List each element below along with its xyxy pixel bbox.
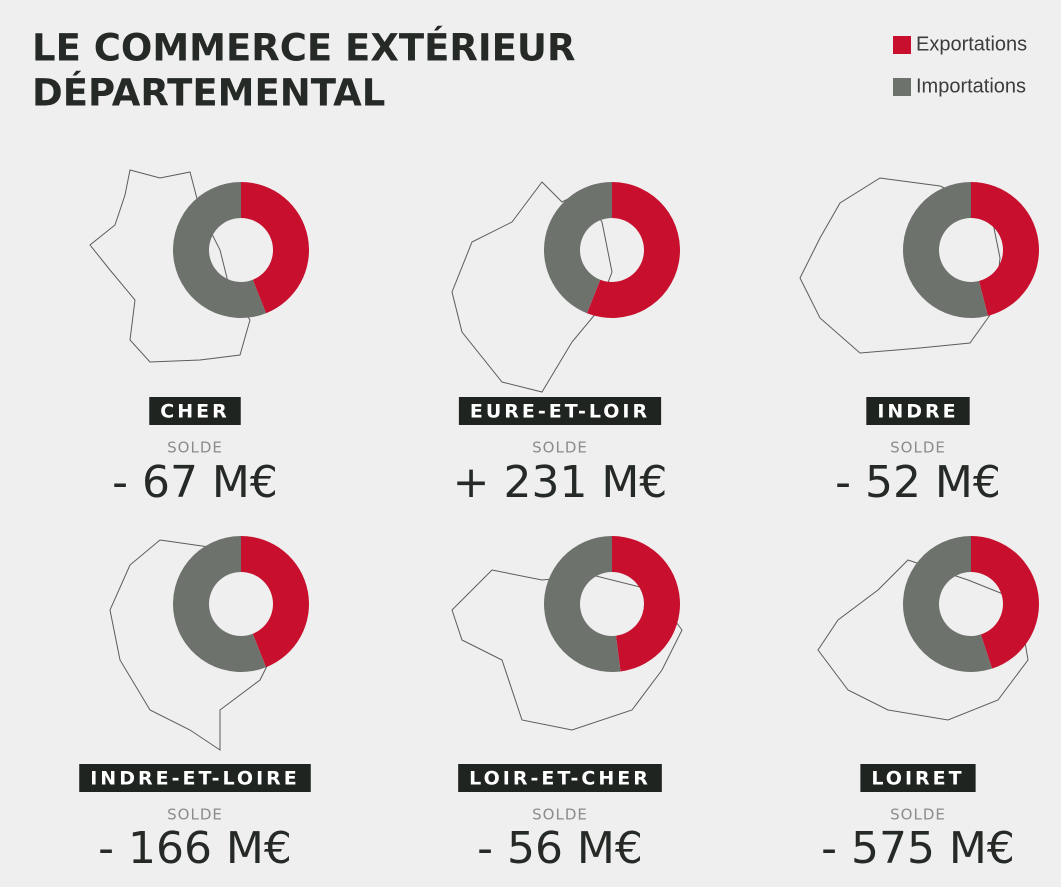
solde-label: SOLDE — [167, 806, 223, 824]
solde-value: - 52 M€ — [835, 457, 1001, 508]
title-line: LE COMMERCE EXTÉRIEUR — [32, 26, 575, 70]
solde-label: SOLDE — [167, 439, 223, 457]
department-label: LOIR-ET-CHER — [469, 768, 651, 790]
legend-label: Exportations — [916, 33, 1027, 55]
solde-label: SOLDE — [532, 806, 588, 824]
solde-value: - 56 M€ — [477, 823, 643, 874]
donut-segment — [241, 182, 310, 314]
donut-segment — [612, 536, 681, 672]
donut-segment — [903, 536, 993, 673]
department-label-box — [860, 764, 976, 792]
donut-segment — [544, 536, 621, 672]
department-label: INDRE — [877, 401, 958, 423]
solde-value: + 231 M€ — [453, 457, 668, 508]
donut-segment — [173, 182, 267, 318]
department-label: CHER — [160, 401, 229, 423]
title-line: DÉPARTEMENTAL — [32, 71, 385, 115]
donut-segment — [971, 536, 1039, 669]
solde-label: SOLDE — [890, 439, 946, 457]
legend-swatch — [893, 78, 911, 96]
donut-segment — [543, 182, 612, 314]
department-label: EURE-ET-LOIR — [470, 401, 650, 423]
department-label: INDRE-ET-LOIRE — [90, 768, 300, 790]
legend-label: Importations — [916, 75, 1026, 97]
donut-segment — [241, 536, 309, 668]
donut-segment — [586, 182, 680, 318]
department-label-box — [458, 764, 662, 792]
donut-segment — [971, 182, 1040, 316]
department-label-box — [149, 397, 241, 425]
solde-value: - 166 M€ — [98, 823, 292, 874]
solde-value: - 67 M€ — [112, 457, 278, 508]
department-label-box — [79, 764, 311, 792]
solde-label: SOLDE — [890, 806, 946, 824]
legend-swatch — [893, 36, 911, 54]
solde-label: SOLDE — [532, 439, 588, 457]
solde-value: - 575 M€ — [821, 823, 1015, 874]
map-outline — [89, 169, 251, 363]
donut-segment — [172, 536, 267, 672]
donut-segment — [903, 182, 988, 318]
department-label-box — [866, 397, 970, 425]
department-label-box — [458, 397, 662, 425]
department-label: LOIRET — [871, 768, 964, 790]
